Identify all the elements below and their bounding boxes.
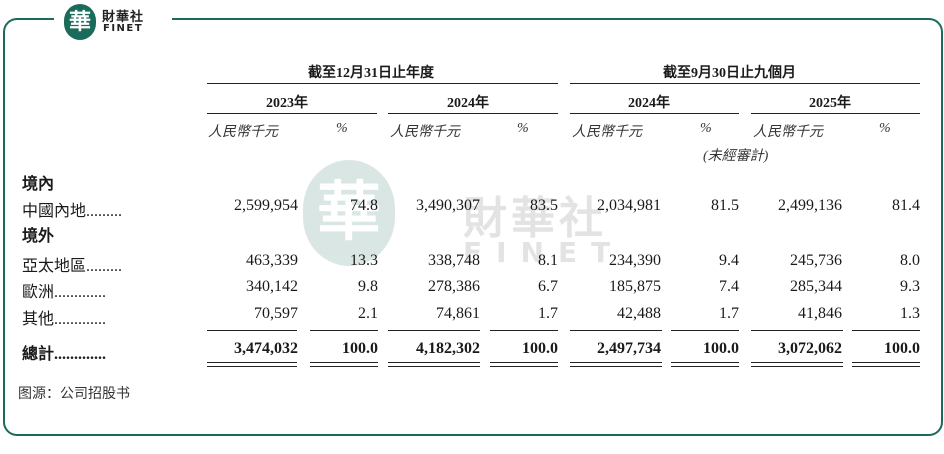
subtotal-rule [671, 330, 739, 331]
subtotal-rule [310, 330, 378, 331]
logo-english-name: FINET [103, 23, 144, 34]
cell-value: 463,339 [246, 252, 298, 269]
cell-value: 234,390 [609, 252, 661, 269]
group-header-fiscal-year: 截至12月31日止年度 [308, 66, 434, 81]
group-header-nine-months: 截至9月30日止九個月 [663, 66, 796, 81]
cell-value: 42,488 [617, 305, 661, 322]
subtotal-rule [570, 330, 662, 331]
total-percent: 100.0 [522, 340, 558, 357]
row-label: 其他............. [22, 311, 107, 328]
total-double-rule [852, 362, 920, 367]
cell-percent: 1.7 [719, 305, 739, 322]
year-rule-2024-fy [388, 113, 558, 114]
row-label: 歐洲............. [22, 284, 107, 301]
cell-value: 2,599,954 [234, 197, 298, 214]
row-label: 亞太地區......... [22, 258, 123, 275]
total-double-rule [570, 362, 662, 367]
cell-value: 245,736 [790, 252, 842, 269]
unit-label: % [700, 121, 712, 136]
total-label: 總計............. [22, 346, 107, 363]
finet-logo: 華 財華社 FINET [54, 0, 172, 44]
logo-seal-icon: 華 [64, 4, 96, 40]
section-domestic: 境內 [22, 176, 55, 193]
unit-label: 人民幣千元 [208, 125, 278, 140]
year-header-2025-9m: 2025年 [809, 96, 851, 111]
cell-value: 2,499,136 [778, 197, 842, 214]
total-value: 2,497,734 [597, 340, 661, 357]
unit-label: % [517, 121, 529, 136]
content-frame [3, 18, 943, 436]
subtotal-rule [388, 330, 480, 331]
source-caption: 图源：公司招股书 [18, 386, 130, 402]
cell-percent: 1.7 [538, 305, 558, 322]
cell-percent: 81.5 [711, 197, 739, 214]
cell-percent: 74.8 [350, 197, 378, 214]
total-double-rule [310, 362, 378, 367]
cell-value: 2,034,981 [597, 197, 661, 214]
cell-percent: 8.0 [900, 252, 920, 269]
cell-percent: 9.4 [719, 252, 739, 269]
logo-chinese-name: 財華社 [102, 10, 145, 25]
cell-value: 3,490,307 [416, 197, 480, 214]
subtotal-rule [852, 330, 920, 331]
row-label: 中國內地......... [22, 203, 123, 220]
cell-value: 285,344 [790, 278, 842, 295]
cell-value: 41,846 [798, 305, 842, 322]
total-percent: 100.0 [703, 340, 739, 357]
cell-value: 70,597 [254, 305, 298, 322]
cell-percent: 9.3 [900, 278, 920, 295]
group-rule-fiscal-year [207, 83, 558, 84]
total-value: 3,072,062 [778, 340, 842, 357]
year-rule-2025-9m [751, 113, 920, 114]
year-header-2024-fy: 2024年 [447, 96, 489, 111]
subtotal-rule [207, 330, 297, 331]
cell-percent: 7.4 [719, 278, 739, 295]
unit-label: 人民幣千元 [753, 125, 823, 140]
total-percent: 100.0 [884, 340, 920, 357]
total-double-rule [207, 362, 297, 367]
cell-percent: 6.7 [538, 278, 558, 295]
total-double-rule [388, 362, 480, 367]
total-value: 4,182,302 [416, 340, 480, 357]
cell-percent: 83.5 [530, 197, 558, 214]
cell-percent: 9.8 [358, 278, 378, 295]
unit-label: 人民幣千元 [390, 125, 460, 140]
cell-percent: 81.4 [892, 197, 920, 214]
unit-label: % [336, 121, 348, 136]
total-double-rule [490, 362, 558, 367]
cell-value: 278,386 [428, 278, 480, 295]
cell-percent: 8.1 [538, 252, 558, 269]
cell-percent: 2.1 [358, 305, 378, 322]
unaudited-note: (未經審計) [703, 149, 769, 164]
unit-label: % [879, 121, 891, 136]
year-header-2024-9m: 2024年 [628, 96, 670, 111]
cell-value: 338,748 [428, 252, 480, 269]
total-percent: 100.0 [342, 340, 378, 357]
section-overseas: 境外 [22, 228, 55, 245]
year-header-2023: 2023年 [266, 96, 308, 111]
total-double-rule [671, 362, 739, 367]
subtotal-rule [490, 330, 558, 331]
subtotal-rule [751, 330, 843, 331]
total-value: 3,474,032 [234, 340, 298, 357]
cell-value: 340,142 [246, 278, 298, 295]
cell-value: 74,861 [436, 305, 480, 322]
total-double-rule [751, 362, 843, 367]
cell-value: 185,875 [609, 278, 661, 295]
cell-percent: 1.3 [900, 305, 920, 322]
unit-label: 人民幣千元 [572, 125, 642, 140]
year-rule-2023 [207, 113, 377, 114]
group-rule-nine-months [570, 83, 920, 84]
year-rule-2024-9m [570, 113, 739, 114]
cell-percent: 13.3 [350, 252, 378, 269]
